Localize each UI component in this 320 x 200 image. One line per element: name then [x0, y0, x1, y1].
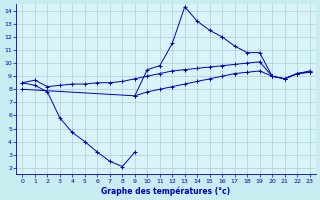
X-axis label: Graphe des températures (°c): Graphe des températures (°c): [101, 186, 231, 196]
